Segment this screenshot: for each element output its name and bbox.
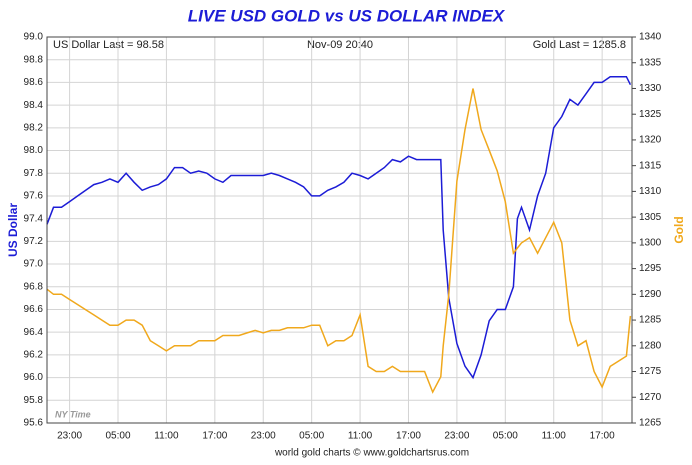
footer-credit: world gold charts © www.goldchartsrus.co… [274,448,469,459]
y-tick-label: 97.0 [24,259,44,270]
y2-axis-label: Gold [672,216,686,243]
y2-tick-label: 1325 [639,109,662,120]
timestamp: Nov-09 20:40 [307,39,373,51]
x-tick-label: 17:00 [590,431,615,442]
x-tick-label: 23:00 [444,431,469,442]
y-tick-label: 96.0 [24,372,44,383]
series-line [46,88,632,394]
y2-tick-label: 1335 [639,57,662,68]
y-tick-label: 95.6 [24,418,44,429]
x-tick-label: 23:00 [57,431,82,442]
y-tick-label: 96.2 [24,350,44,361]
y-tick-label: 95.8 [24,395,44,406]
y2-tick-label: 1280 [639,340,662,351]
x-tick-label: 23:00 [251,431,276,442]
gold-last: Gold Last = 1285.8 [533,39,626,51]
y-tick-label: 98.4 [24,100,44,111]
y2-tick-label: 1275 [639,366,662,377]
y-tick-label: 97.8 [24,168,44,179]
timezone-note: NY Time [55,409,91,419]
y-axis-label: US Dollar [6,203,20,257]
y2-tick-label: 1320 [639,135,662,146]
y-tick-label: 96.8 [24,281,44,292]
y2-tick-label: 1305 [639,212,662,223]
y2-tick-label: 1315 [639,160,662,171]
y-tick-label: 98.2 [24,122,44,133]
dollar-last: US Dollar Last = 98.58 [53,39,164,51]
y2-tick-label: 1285 [639,315,662,326]
chart-title: LIVE USD GOLD vs US DOLLAR INDEX [188,6,506,25]
y-tick-label: 98.8 [24,54,44,65]
y2-tick-label: 1340 [639,32,662,43]
x-tick-label: 17:00 [396,431,421,442]
y2-tick-label: 1265 [639,418,662,429]
y2-tick-label: 1330 [639,83,662,94]
x-tick-label: 11:00 [348,431,373,442]
y-tick-label: 99.0 [24,32,44,43]
y-tick-label: 97.4 [24,213,44,224]
y-tick-label: 97.2 [24,236,44,247]
x-tick-label: 17:00 [202,431,227,442]
x-tick-label: 11:00 [154,431,179,442]
y2-tick-label: 1295 [639,263,662,274]
x-tick-label: 11:00 [542,431,567,442]
y-tick-label: 97.6 [24,191,44,202]
x-tick-label: 05:00 [105,431,130,442]
y-tick-label: 96.4 [24,327,44,338]
y2-tick-label: 1270 [639,392,662,403]
y-tick-label: 98.6 [24,77,44,88]
y2-tick-label: 1300 [639,238,662,249]
y-tick-label: 96.6 [24,304,44,315]
x-tick-label: 05:00 [493,431,518,442]
series-line [46,75,632,380]
y2-tick-label: 1290 [639,289,662,300]
y2-tick-label: 1310 [639,186,662,197]
y-tick-label: 98.0 [24,145,44,156]
plot-area [46,36,633,424]
plot-area [46,36,633,424]
x-tick-label: 05:00 [299,431,324,442]
